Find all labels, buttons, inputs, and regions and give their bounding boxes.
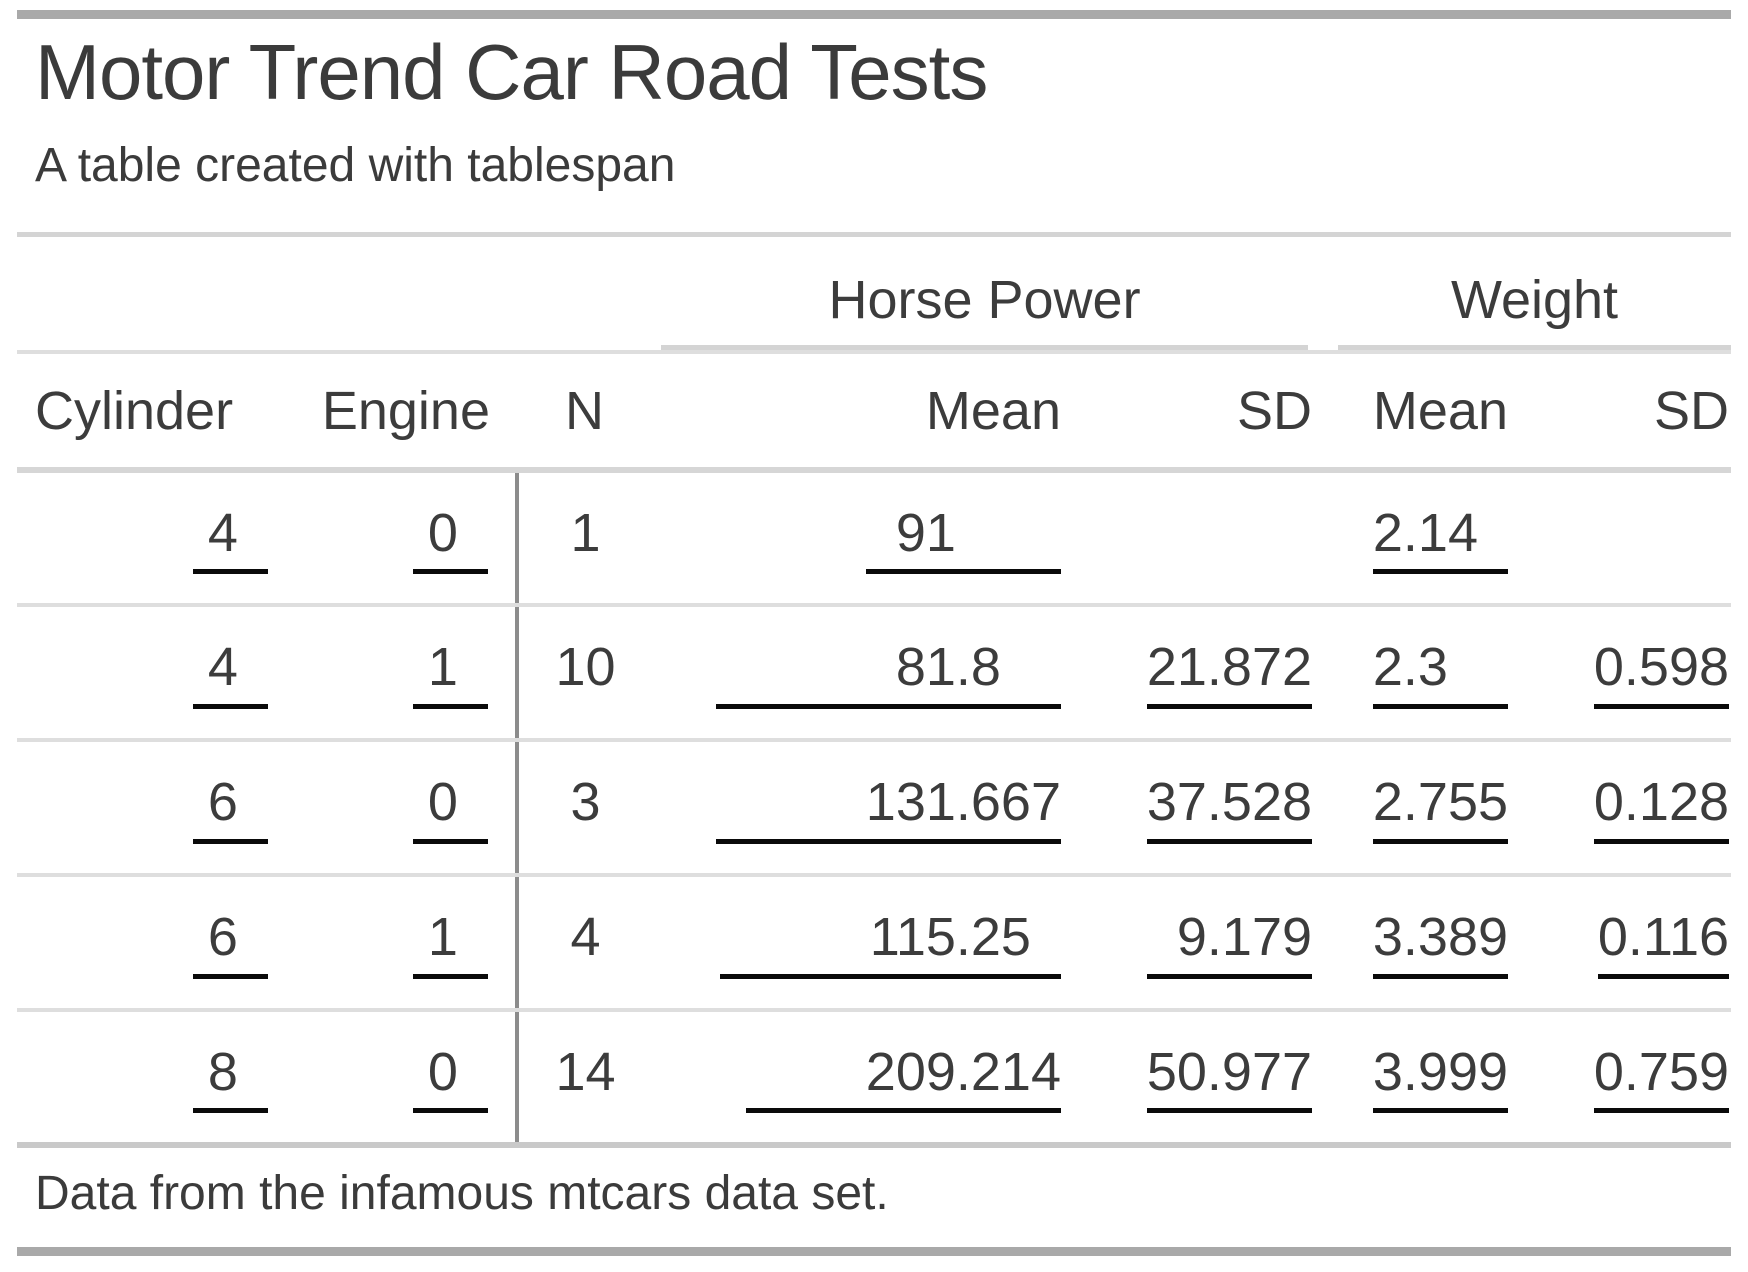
cell-value: 50.977 <box>1146 1043 1313 1114</box>
col-header-wt-mean: Mean <box>1317 352 1514 473</box>
spanner-spacer <box>517 240 652 354</box>
cell-cylinder: 6 <box>17 875 287 1012</box>
cell-n: 4 <box>515 875 652 1012</box>
cell-n: 10 <box>515 605 652 742</box>
spanner-spacer <box>287 240 517 354</box>
cell-value: 0.128 <box>1593 773 1730 844</box>
cell-n: 3 <box>515 740 652 877</box>
cell-hp-mean: 115.25 <box>652 875 1066 1012</box>
cell-hp-sd: 50.977 <box>1066 1010 1318 1148</box>
cell-value: 0.598 <box>1593 638 1730 709</box>
cell-value: 0 <box>412 1043 488 1114</box>
cell-value: 131.667 <box>715 773 1061 844</box>
cell-value: 2.14 <box>1372 504 1509 575</box>
cell-value: 2.755 <box>1372 773 1509 844</box>
cell-value: 91 <box>865 504 1061 575</box>
cell-wt-sd: 0.128 <box>1513 740 1732 877</box>
col-header-n: N <box>517 352 652 473</box>
cell-n: 14 <box>515 1010 652 1148</box>
cell-value: 1 <box>570 502 601 563</box>
cell-value: 8 <box>192 1043 268 1114</box>
table-row: 4 0 1 91 2.14 <box>17 470 1732 607</box>
cell-value: 6 <box>192 908 268 979</box>
cell-value: 209.214 <box>745 1043 1061 1114</box>
cell-value: 3.999 <box>1372 1043 1509 1114</box>
cell-value: 0 <box>412 773 488 844</box>
subtitle-rule <box>17 232 1731 237</box>
cell-value: 0 <box>412 504 488 575</box>
cell-value: 0.116 <box>1597 908 1730 979</box>
cell-wt-mean: 2.755 <box>1317 740 1514 877</box>
spanner-weight-label: Weight <box>1450 270 1619 330</box>
table-footnote: Data from the infamous mtcars data set. <box>35 1167 889 1220</box>
cell-hp-sd: 9.179 <box>1066 875 1318 1012</box>
bottom-rule <box>17 1247 1731 1256</box>
cell-value: 1 <box>412 908 488 979</box>
cell-value: 81.8 <box>715 638 1061 709</box>
cell-value: 3 <box>570 772 601 833</box>
cell-wt-mean: 3.389 <box>1317 875 1514 1012</box>
cell-cylinder: 8 <box>17 1010 287 1148</box>
top-rule <box>17 10 1731 19</box>
cell-value: 3.389 <box>1372 908 1509 979</box>
spanner-horse-power-label: Horse Power <box>828 270 1141 330</box>
cell-engine: 0 <box>287 740 517 877</box>
cell-hp-sd: 37.528 <box>1066 740 1318 877</box>
table-row: 6 0 3 131.667 37.528 2.755 0.128 <box>17 740 1732 877</box>
cell-value: 37.528 <box>1146 773 1313 844</box>
col-header-cylinder: Cylinder <box>17 352 287 473</box>
cell-wt-mean: 2.3 <box>1317 605 1514 742</box>
col-header-wt-sd: SD <box>1513 352 1732 473</box>
cell-value: 10 <box>555 637 616 698</box>
mtcars-summary-table: Horse Power Weight Cylinder Engine N Mea… <box>17 240 1732 1148</box>
cell-cylinder: 6 <box>17 740 287 877</box>
cell-wt-mean: 2.14 <box>1317 470 1514 607</box>
spanner-spacer <box>17 240 287 354</box>
cell-wt-sd <box>1513 470 1732 607</box>
table-row: 6 1 4 115.25 9.179 3.389 0.116 <box>17 875 1732 1012</box>
spanner-horse-power: Horse Power <box>652 240 1318 354</box>
cell-hp-mean: 91 <box>652 470 1066 607</box>
column-header-row: Cylinder Engine N Mean SD Mean SD <box>17 352 1732 473</box>
cell-cylinder: 4 <box>17 470 287 607</box>
col-header-hp-mean: Mean <box>652 352 1066 473</box>
cell-hp-sd <box>1066 470 1318 607</box>
cell-wt-sd: 0.759 <box>1513 1010 1732 1148</box>
spanner-row: Horse Power Weight <box>17 240 1732 354</box>
cell-hp-mean: 209.214 <box>652 1010 1066 1148</box>
cell-wt-sd: 0.598 <box>1513 605 1732 742</box>
cell-value: 9.179 <box>1146 908 1313 979</box>
cell-hp-mean: 131.667 <box>652 740 1066 877</box>
cell-value: 21.872 <box>1146 638 1313 709</box>
cell-wt-sd: 0.116 <box>1513 875 1732 1012</box>
spanner-weight: Weight <box>1317 240 1732 354</box>
cell-engine: 0 <box>287 1010 517 1148</box>
cell-value: 1 <box>412 638 488 709</box>
cell-value: 2.3 <box>1372 638 1509 709</box>
cell-engine: 1 <box>287 875 517 1012</box>
cell-value: 0.759 <box>1593 1043 1730 1114</box>
table-row: 8 0 14 209.214 50.977 3.999 0.759 <box>17 1010 1732 1148</box>
page-subtitle: A table created with tablespan <box>35 139 676 192</box>
cell-cylinder: 4 <box>17 605 287 742</box>
cell-n: 1 <box>515 470 652 607</box>
cell-value: 115.25 <box>719 908 1061 979</box>
col-header-hp-sd: SD <box>1066 352 1318 473</box>
spanner-weight-underline: Weight <box>1338 269 1732 350</box>
cell-wt-mean: 3.999 <box>1317 1010 1514 1148</box>
cell-value: 14 <box>555 1041 616 1102</box>
cell-value: 4 <box>192 638 268 709</box>
cell-hp-mean: 81.8 <box>652 605 1066 742</box>
spanner-horse-power-underline: Horse Power <box>661 269 1309 350</box>
cell-value: 4 <box>192 504 268 575</box>
cell-engine: 1 <box>287 605 517 742</box>
cell-value: 4 <box>570 907 601 968</box>
page-title: Motor Trend Car Road Tests <box>35 28 988 116</box>
col-header-engine: Engine <box>287 352 517 473</box>
cell-hp-sd: 21.872 <box>1066 605 1318 742</box>
table-row: 4 1 10 81.8 21.872 2.3 0.598 <box>17 605 1732 742</box>
cell-engine: 0 <box>287 470 517 607</box>
cell-value: 6 <box>192 773 268 844</box>
